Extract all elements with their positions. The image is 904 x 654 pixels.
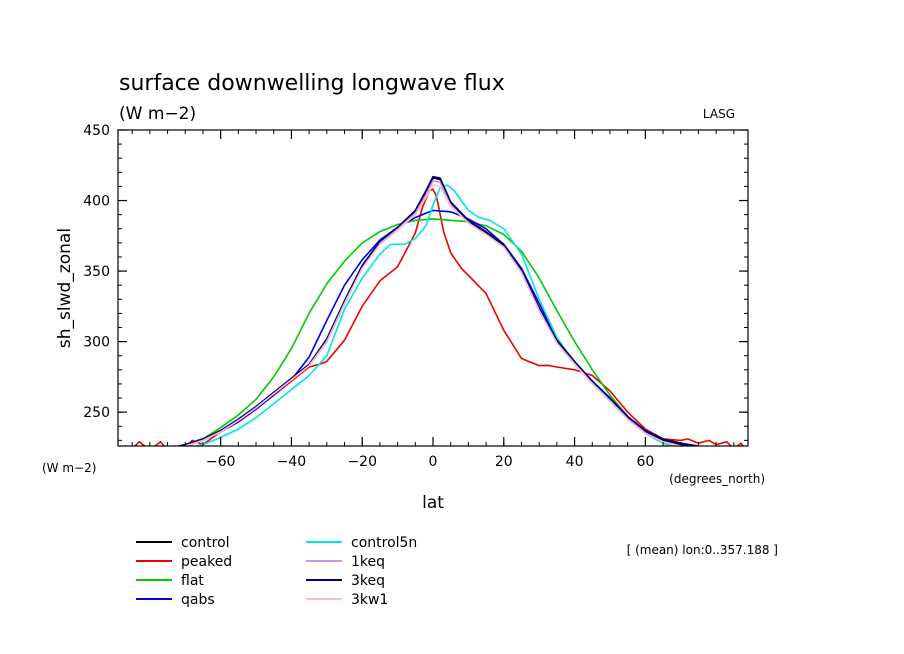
- legend-item: flat: [136, 573, 204, 589]
- chart-title: surface downwelling longwave flux: [119, 71, 505, 96]
- series-line-control: [181, 177, 695, 446]
- x-tick-label: −20: [347, 454, 377, 470]
- series-layer: [124, 175, 745, 446]
- legend-item: 3kw1: [306, 592, 388, 608]
- ticks-layer: −60 −40 −20 0 20 40 60 250 300 350 400 450: [83, 123, 748, 470]
- x-tick-label: 40: [566, 454, 584, 470]
- legend-item: control5n: [306, 535, 417, 551]
- legend-item: 1keq: [306, 554, 385, 570]
- legend-item: peaked: [136, 554, 232, 570]
- x-tick-label: −60: [206, 454, 236, 470]
- series-line-peaked: [124, 188, 745, 446]
- legend-item: qabs: [136, 592, 215, 608]
- legend-item: 3keq: [306, 573, 385, 589]
- legend-item: control: [136, 535, 230, 551]
- legend-label: 3kw1: [351, 592, 388, 608]
- y-tick-label: 350: [83, 264, 110, 280]
- series-line-control5n: [193, 184, 675, 446]
- legend: control peaked flat qabs control5n 1keq 3keq 3k…: [136, 535, 417, 608]
- x-tick-label: 60: [636, 454, 654, 470]
- y-tick-label: 250: [83, 405, 110, 421]
- y-tick-label: 300: [83, 335, 110, 351]
- y-tick-label: 450: [83, 123, 110, 139]
- chart-tag: LASG: [703, 107, 735, 121]
- series-line-qabs: [175, 209, 686, 446]
- legend-label: control5n: [351, 535, 417, 551]
- y-unit-label: (W m−2): [42, 461, 96, 475]
- x-unit-label: (degrees_north): [669, 472, 765, 486]
- mean-annotation: [ (mean) lon:0..357.188 ]: [627, 543, 778, 557]
- series-line-flat: [186, 218, 673, 446]
- legend-label: peaked: [181, 554, 232, 570]
- legend-label: flat: [181, 573, 204, 589]
- legend-label: qabs: [181, 592, 215, 608]
- series-line-3kw1: [181, 184, 686, 446]
- y-axis-label: sh_slwd_zonal: [55, 228, 75, 348]
- legend-label: 1keq: [351, 554, 385, 570]
- series-line-3keq: [175, 175, 702, 446]
- x-tick-label: 0: [429, 454, 438, 470]
- legend-label: 3keq: [351, 573, 385, 589]
- x-tick-label: −40: [277, 454, 307, 470]
- x-tick-label: 20: [495, 454, 513, 470]
- series-line-1keq: [181, 180, 686, 446]
- chart-units: (W m−2): [119, 104, 196, 124]
- legend-label: control: [181, 535, 230, 551]
- x-axis-label: lat: [422, 493, 444, 513]
- y-tick-label: 400: [83, 194, 110, 210]
